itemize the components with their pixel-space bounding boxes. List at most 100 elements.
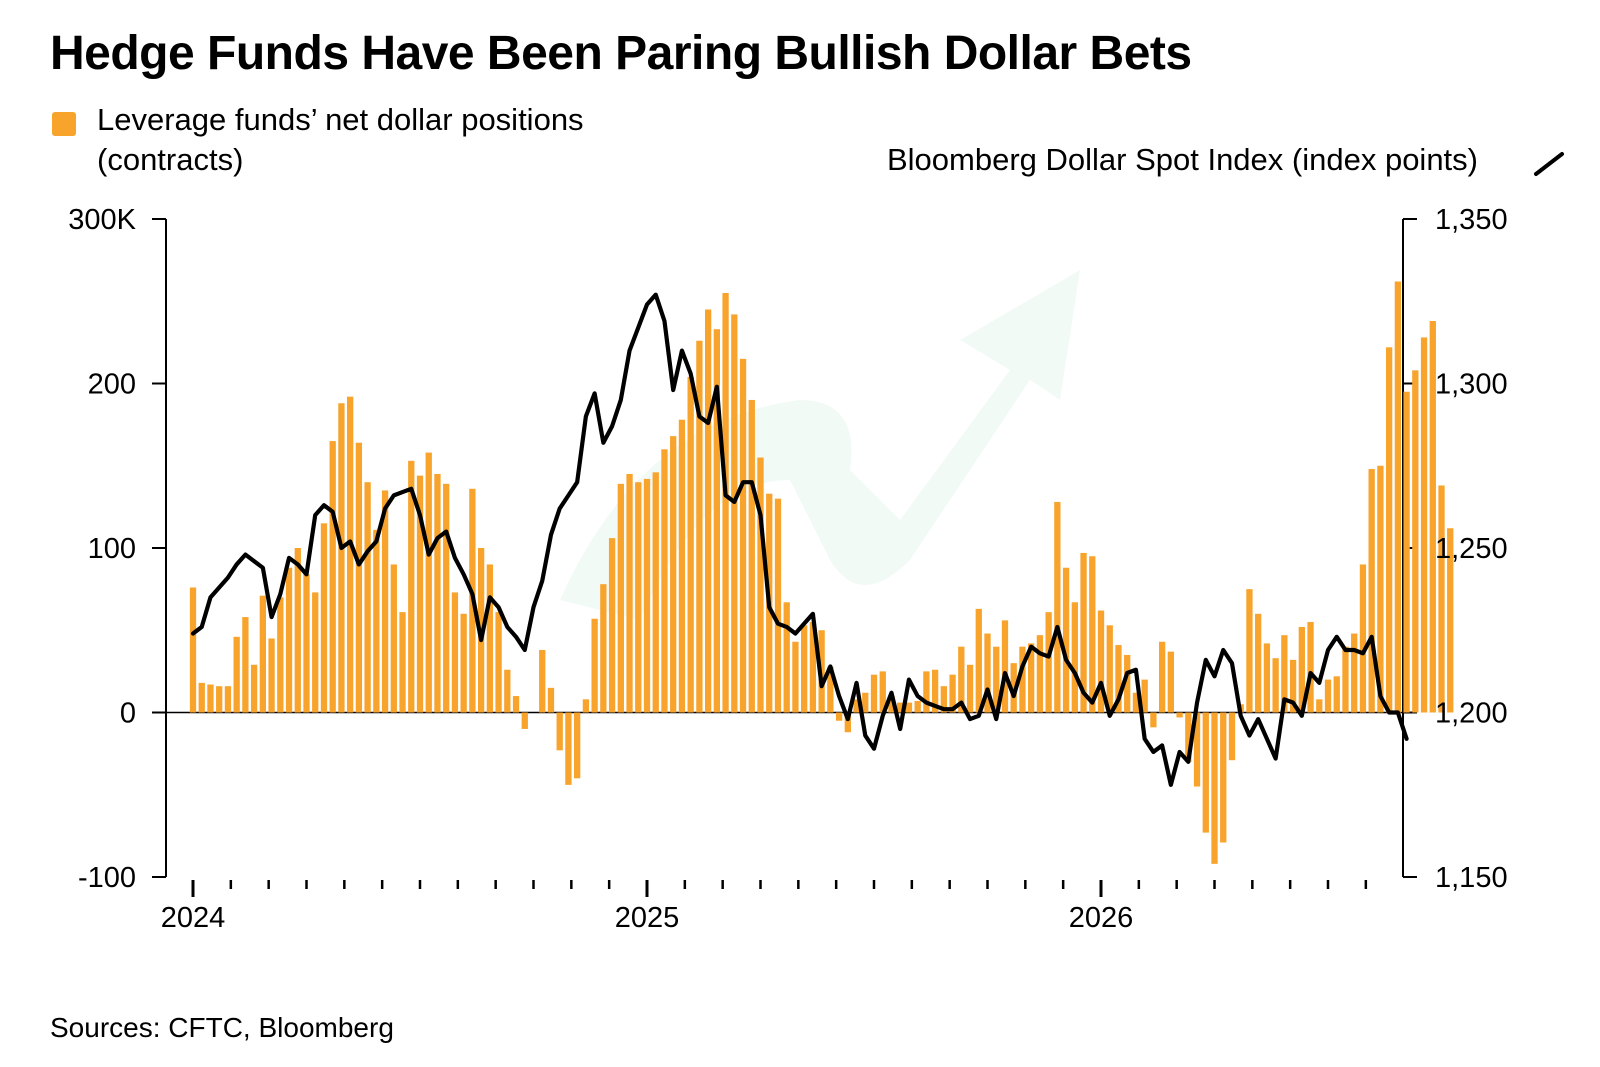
bar-net-position <box>233 636 240 713</box>
bar-net-position <box>722 293 729 713</box>
bar-net-position <box>1054 501 1061 713</box>
legend-bar-swatch <box>52 112 76 136</box>
bar-net-position <box>1115 645 1122 713</box>
bar-net-position <box>521 712 528 729</box>
bar-net-position <box>1438 485 1445 713</box>
bar-net-position <box>1141 679 1148 713</box>
bar-net-position <box>1185 712 1192 762</box>
bar-net-position <box>966 664 974 713</box>
bar-net-position <box>207 684 214 713</box>
bar-net-position <box>975 608 982 713</box>
bar-net-position <box>870 674 878 713</box>
bar-net-position <box>862 692 869 713</box>
bar-net-position <box>355 442 363 713</box>
bar-net-position <box>364 482 371 713</box>
bar-net-position <box>1246 589 1253 713</box>
bar-net-position <box>242 617 249 713</box>
left-axis-tick-label: 200 <box>88 369 136 401</box>
bar-net-position <box>1307 622 1314 713</box>
bar-net-position <box>416 475 424 713</box>
bar-net-position <box>1342 646 1349 713</box>
bar-net-position <box>347 396 354 713</box>
bar-net-position <box>1385 347 1393 713</box>
bar-net-position <box>1132 692 1140 713</box>
left-axis-tick-label: 300K <box>68 204 136 236</box>
bar-net-position <box>713 329 720 713</box>
bar-net-position <box>1001 620 1009 713</box>
bar-net-position <box>1420 337 1428 713</box>
chart-title: Hedge Funds Have Been Paring Bullish Dol… <box>50 27 1192 80</box>
bar-net-position <box>1080 552 1087 713</box>
legend-line-swatch <box>1534 152 1564 176</box>
bar-net-position <box>556 712 563 751</box>
bar-net-position <box>835 712 843 721</box>
bar-net-position <box>792 641 799 713</box>
bar-net-position <box>486 564 493 713</box>
right-axis-tick-label: 1,150 <box>1435 862 1508 894</box>
bar-net-position <box>425 452 432 713</box>
bar-net-position <box>1412 370 1419 713</box>
right-axis-tick-label: 1,350 <box>1435 204 1508 236</box>
bar-net-position <box>329 441 336 713</box>
bar-net-position <box>600 584 607 713</box>
bar-net-position <box>582 699 590 713</box>
bar-net-position <box>338 403 345 713</box>
bar-net-position <box>1429 320 1436 713</box>
bar-net-position <box>827 666 834 713</box>
bar-net-position <box>495 612 502 713</box>
bar-net-position <box>268 638 275 713</box>
bar-net-position <box>748 399 755 713</box>
bar-net-position <box>1062 567 1070 713</box>
bar-net-position <box>320 523 328 713</box>
bar-net-position <box>905 702 913 713</box>
line-dollar-index <box>190 292 1409 787</box>
right-axis-tick-label: 1,300 <box>1435 369 1508 401</box>
source-note: Sources: CFTC, Bloomberg <box>50 1012 394 1043</box>
bar-net-position <box>1089 556 1096 713</box>
bar-net-position <box>224 686 232 713</box>
bar-net-position <box>1010 663 1017 713</box>
right-axis-tick-label: 1,250 <box>1435 533 1508 565</box>
bar-net-position <box>1316 699 1323 713</box>
bar-net-position <box>574 712 581 779</box>
bar-net-position <box>801 625 808 713</box>
bar-net-position <box>294 548 301 713</box>
bar-net-position <box>678 419 686 713</box>
bar-net-position <box>879 671 886 713</box>
bar-net-position <box>1281 635 1288 713</box>
bar-net-position <box>1403 391 1410 713</box>
bar-net-position <box>565 712 572 785</box>
legend-bar-label: Leverage funds’ net dollar positions (co… <box>97 102 584 177</box>
bar-net-position <box>1394 281 1402 713</box>
bar-net-position <box>312 592 319 713</box>
bar-net-position <box>1351 633 1358 713</box>
bar-net-position <box>984 633 991 713</box>
bar-net-position <box>460 613 467 713</box>
bar-net-position <box>1377 465 1384 713</box>
bar-net-position <box>408 460 415 713</box>
right-axis-tick-label: 1,200 <box>1435 698 1508 730</box>
bar-net-position <box>670 436 677 713</box>
bar-net-position <box>809 622 817 713</box>
x-axis-tick-label: 2025 <box>615 902 680 934</box>
bar-net-position <box>1211 712 1218 864</box>
bar-net-position <box>381 490 389 713</box>
bar-net-position <box>1220 712 1227 843</box>
bar-net-position <box>993 646 1000 713</box>
bar-net-position <box>1228 712 1236 761</box>
bar-net-position <box>940 686 947 713</box>
bar-net-position <box>1167 651 1174 713</box>
bar-net-position <box>617 483 624 713</box>
bar-net-position <box>704 309 712 713</box>
bar-net-position <box>958 646 965 713</box>
bar-net-position <box>661 449 668 713</box>
bar-net-position <box>1124 654 1131 713</box>
bar-net-position <box>923 671 930 713</box>
bar-net-position <box>1193 712 1201 787</box>
bar-net-position <box>547 687 555 713</box>
bar-net-position <box>914 700 921 713</box>
bar-net-position <box>949 674 956 713</box>
bar-net-position <box>844 712 851 733</box>
bar-net-position <box>608 538 616 713</box>
